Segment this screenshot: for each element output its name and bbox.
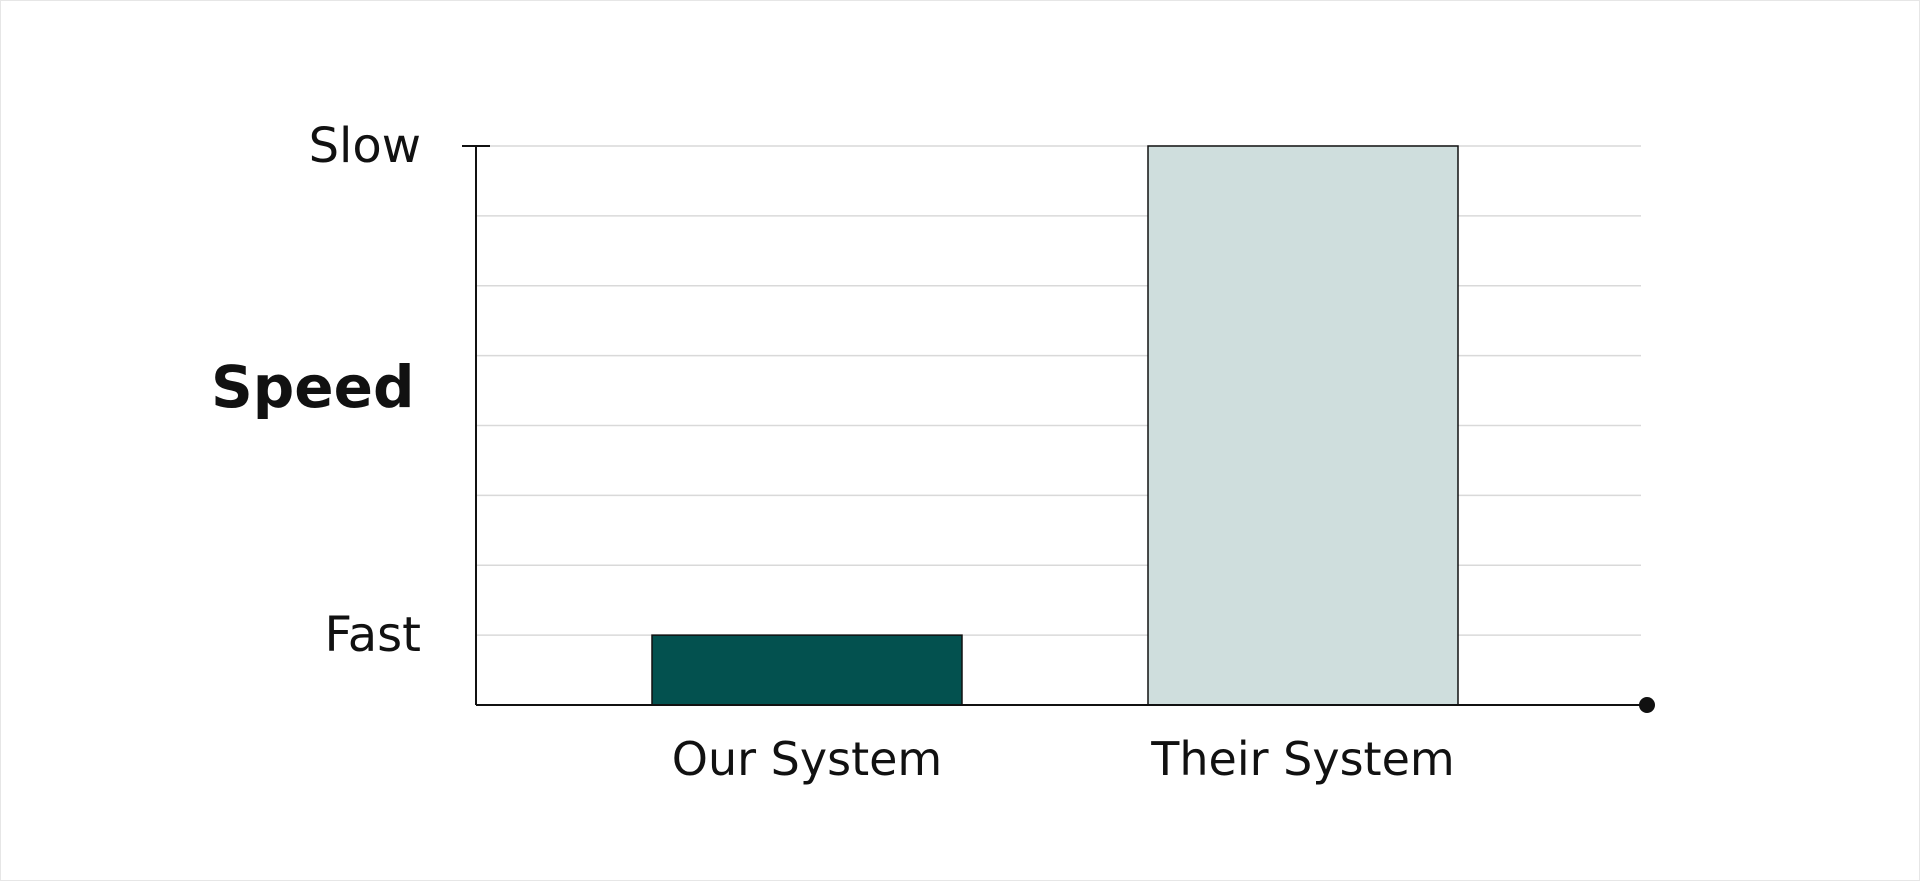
y-tick-labels: Fast Slow (309, 118, 421, 663)
bar-our-system (651, 634, 963, 706)
x-category-labels: Our System Their System (672, 732, 1455, 786)
x-axis-end-dot (1639, 697, 1655, 713)
category-label-their-system: Their System (1150, 732, 1454, 786)
y-tick-label-fast: Fast (325, 607, 421, 663)
axes (462, 145, 1655, 713)
gridlines (476, 145, 1641, 636)
bars (651, 145, 1459, 706)
y-tick-label-slow: Slow (309, 118, 421, 174)
y-axis-title: Speed (211, 353, 414, 421)
bar-their-system (1147, 145, 1459, 706)
category-label-our-system: Our System (672, 732, 942, 786)
